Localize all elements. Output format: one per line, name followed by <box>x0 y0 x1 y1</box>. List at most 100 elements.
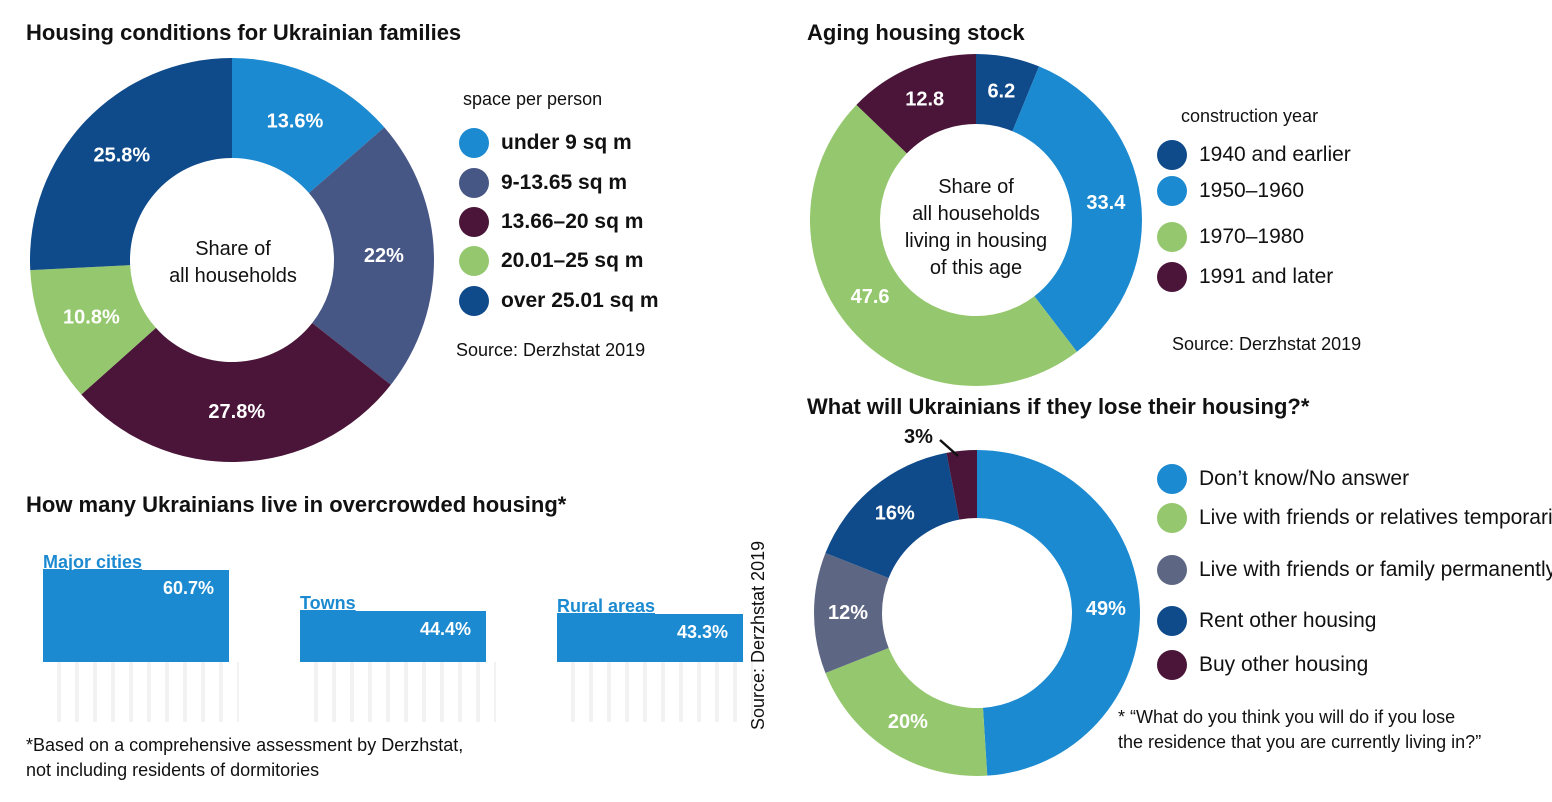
chart4-category-label-rural-areas: Rural areas <box>557 595 656 616</box>
chart1-slice-9-13-65-sq-m <box>308 127 434 385</box>
chart4-source-vertical: Source: Derzhstat 2019 <box>748 540 768 730</box>
chart3-legend-label: Live with friends or family permanently <box>1199 558 1552 581</box>
chart2-legend-label: 1940 and earlier <box>1199 143 1351 166</box>
chart3-legend-item-buy-other-housing: Buy other housing <box>1157 650 1368 680</box>
chart3-slice-label-live-with-friends-or-relatives-temporarily: 20% <box>888 711 928 733</box>
chart1-legend-swatch <box>459 286 489 316</box>
chart2-center-label: Share of all households living in housin… <box>876 174 1076 282</box>
chart3-slice-label-buy-other-housing: 3% <box>904 426 933 448</box>
chart1-legend-label: under 9 sq m <box>501 131 632 154</box>
chart2-legend-label: 1991 and later <box>1199 265 1334 288</box>
chart1-legend-item-under-9-sq-m: under 9 sq m <box>459 128 632 158</box>
chart1-legend-label: over 25.01 sq m <box>501 289 659 312</box>
chart2-donut: 6.2 33.4 47.6 12.8 <box>810 54 1142 386</box>
chart1-slice-label-20-01-25-sq-m: 10.8% <box>63 307 120 329</box>
chart1-legend-label: 13.66–20 sq m <box>501 210 644 233</box>
chart3-slice-label-rent-other-housing: 16% <box>875 503 915 525</box>
chart3-legend-label: Live with friends or relatives temporari… <box>1199 506 1552 529</box>
chart4-skyline-rural-areas <box>557 662 753 722</box>
chart2-slice-1940-and-earlier <box>976 54 1040 132</box>
chart1-legend-swatch <box>459 128 489 158</box>
chart3-legend-item-live-with-friends-or-family-permanently: Live with friends or family permanently <box>1157 555 1552 585</box>
chart2-slice-1950-1960 <box>1012 66 1142 352</box>
chart1-slice-under-9-sq-m <box>232 58 385 194</box>
chart4-value-label-towns: 44.4% <box>420 619 472 639</box>
chart2-slice-label-1970-1980: 47.6 <box>851 286 890 308</box>
chart2-slice-label-1950-1960: 33.4 <box>1086 192 1126 214</box>
chart1-slice-13-66-20-sq-m <box>81 323 391 462</box>
chart2-legend-swatch <box>1157 222 1187 252</box>
chart1-legend-item-13-66-20-sq-m: 13.66–20 sq m <box>459 207 643 237</box>
chart3-slice-live-with-friends-or-relatives-temporarily <box>825 647 988 776</box>
chart3-legend-label: Rent other housing <box>1199 609 1377 632</box>
chart3-legend-swatch <box>1157 650 1187 680</box>
chart4-value-label-rural-areas: 43.3% <box>677 621 729 642</box>
chart1-legend-label: 9-13.65 sq m <box>501 171 628 194</box>
chart3-footnote-line2: the residence that you are currently liv… <box>1118 732 1482 752</box>
chart1-source: Source: Derzhstat 2019 <box>456 340 646 360</box>
chart3-legend-item-rent-other-housing: Rent other housing <box>1157 606 1376 636</box>
chart2-legend-swatch <box>1157 262 1187 292</box>
chart3-footnote: * “What do you think you will do if you … <box>1118 705 1481 755</box>
chart3-slice-rent-other-housing <box>825 452 960 579</box>
chart3-footnote-line1: * “What do you think you will do if you … <box>1118 707 1456 727</box>
chart4-footnote: *Based on a comprehensive assessment by … <box>26 733 463 783</box>
chart2-source: Source: Derzhstat 2019 <box>1172 334 1362 354</box>
chart4-value-label-major-cities: 60.7% <box>163 578 215 599</box>
chart3-legend-swatch <box>1157 555 1187 585</box>
chart2-slice-1970-1980 <box>810 104 1077 386</box>
chart1-title: Housing conditions for Ukrainian familie… <box>26 20 462 45</box>
chart4-skyline-towns <box>300 662 496 722</box>
chart3-legend-item-don-t-know-no-answer: Don’t know/No answer <box>1157 464 1409 494</box>
chart1-legend-swatch <box>459 246 489 276</box>
chart1-center-label: Share of all households <box>133 236 333 290</box>
chart1-legend-item-over-25-01-sq-m: over 25.01 sq m <box>459 286 659 316</box>
chart2-legend-swatch <box>1157 176 1187 206</box>
chart4-category-label-towns: Towns <box>300 593 356 613</box>
chart3-slice-live-with-friends-or-family-permanently <box>814 552 889 674</box>
chart1-slice-label-13-66-20-sq-m: 27.8% <box>208 401 265 423</box>
chart1-legend-item-9-13-65-sq-m: 9-13.65 sq m <box>459 168 627 198</box>
chart3-title: What will Ukrainians if they lose their … <box>807 394 1310 419</box>
chart3-donut: 49% 20% 12% 16% <box>814 450 1140 776</box>
chart1-legend-swatch <box>459 168 489 198</box>
chart4-footnote-line2: not including residents of dormitories <box>26 760 320 780</box>
chart3-legend-swatch <box>1157 606 1187 636</box>
chart2-center-line1: Share of <box>938 176 1014 198</box>
chart1-slice-label-9-13-65-sq-m: 22% <box>364 245 404 267</box>
chart1-center-line2: all households <box>169 265 297 287</box>
chart1-slice-over-25-01-sq-m <box>30 58 232 271</box>
chart1-legend-item-20-01-25-sq-m: 20.01–25 sq m <box>459 246 643 276</box>
chart3-slice-label-live-with-friends-or-family-permanently: 12% <box>828 602 868 624</box>
chart2-legend-swatch <box>1157 140 1187 170</box>
chart1-legend-label: 20.01–25 sq m <box>501 249 644 272</box>
chart1-slice-label-over-25-01-sq-m: 25.8% <box>93 144 150 166</box>
chart4-category-label-major-cities: Major cities <box>43 552 143 573</box>
chart3-slice-don-t-know-no-answer <box>977 450 1140 776</box>
chart4-footnote-line1: *Based on a comprehensive assessment by … <box>26 735 464 755</box>
chart3-legend-swatch <box>1157 464 1187 494</box>
chart1-legend-swatch <box>459 207 489 237</box>
chart3-slice-buy-other-housing <box>946 450 977 520</box>
chart1-legend-title: space per person <box>463 89 603 109</box>
chart2-legend-item-1991-and-later: 1991 and later <box>1157 262 1333 292</box>
chart1-slice-20-01-25-sq-m <box>30 265 156 395</box>
chart2-center-line4: of this age <box>929 257 1023 279</box>
chart2-legend-label: 1970–1980 <box>1199 225 1305 248</box>
chart3-legend-label: Don’t know/No answer <box>1199 467 1410 490</box>
chart2-slice-label-1991-and-later: 12.8 <box>905 88 944 110</box>
chart1-slice-label-under-9-sq-m: 13.6% <box>267 111 324 133</box>
chart2-slice-label-1940-and-earlier: 6.2 <box>987 80 1015 102</box>
chart2-center-line2: all households <box>912 203 1040 225</box>
chart4-title: How many Ukrainians live in overcrowded … <box>26 492 567 517</box>
chart3-slice-label-don-t-know-no-answer: 49% <box>1086 598 1126 620</box>
chart1-donut: 13.6% 22% 27.8% 10.8% 25.8% <box>30 58 434 462</box>
chart2-legend-title: construction year <box>1181 106 1319 126</box>
chart2-slice-1991-and-later <box>856 54 976 154</box>
chart1-center-line1: Share of <box>195 238 271 260</box>
chart2-legend-label: 1950–1960 <box>1199 179 1305 202</box>
chart2-legend-item-1940-and-earlier: 1940 and earlier <box>1157 140 1351 170</box>
chart2-legend-item-1950-1960: 1950–1960 <box>1157 176 1304 206</box>
chart2-legend-item-1970-1980: 1970–1980 <box>1157 222 1304 252</box>
chart2-title: Aging housing stock <box>807 20 1025 45</box>
